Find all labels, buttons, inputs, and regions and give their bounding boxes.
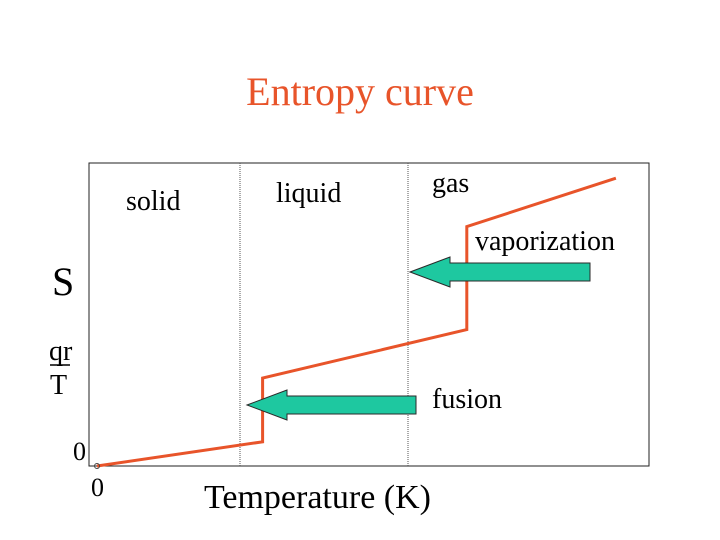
region-label-liquid: liquid	[276, 178, 341, 209]
fusion-arrow	[245, 389, 417, 421]
plot-frame	[88, 162, 650, 467]
y-fraction-numerator: qr	[49, 336, 73, 367]
transition-label-vaporization: vaporization	[475, 226, 615, 257]
origin-point	[94, 463, 100, 469]
region-label-solid: solid	[126, 186, 180, 217]
x-axis-label: Temperature (K)	[204, 479, 431, 516]
chart-title: Entropy curve	[246, 69, 474, 114]
entropy-series-line	[96, 176, 617, 468]
y-fraction-denominator: T	[50, 370, 67, 401]
region-label-gas: gas	[432, 168, 469, 199]
vaporization-arrow	[408, 256, 591, 288]
y-origin-label: 0	[73, 437, 86, 466]
transition-label-fusion: fusion	[432, 384, 502, 415]
x-origin-label: 0	[91, 473, 104, 502]
y-axis-label: S	[52, 259, 74, 304]
